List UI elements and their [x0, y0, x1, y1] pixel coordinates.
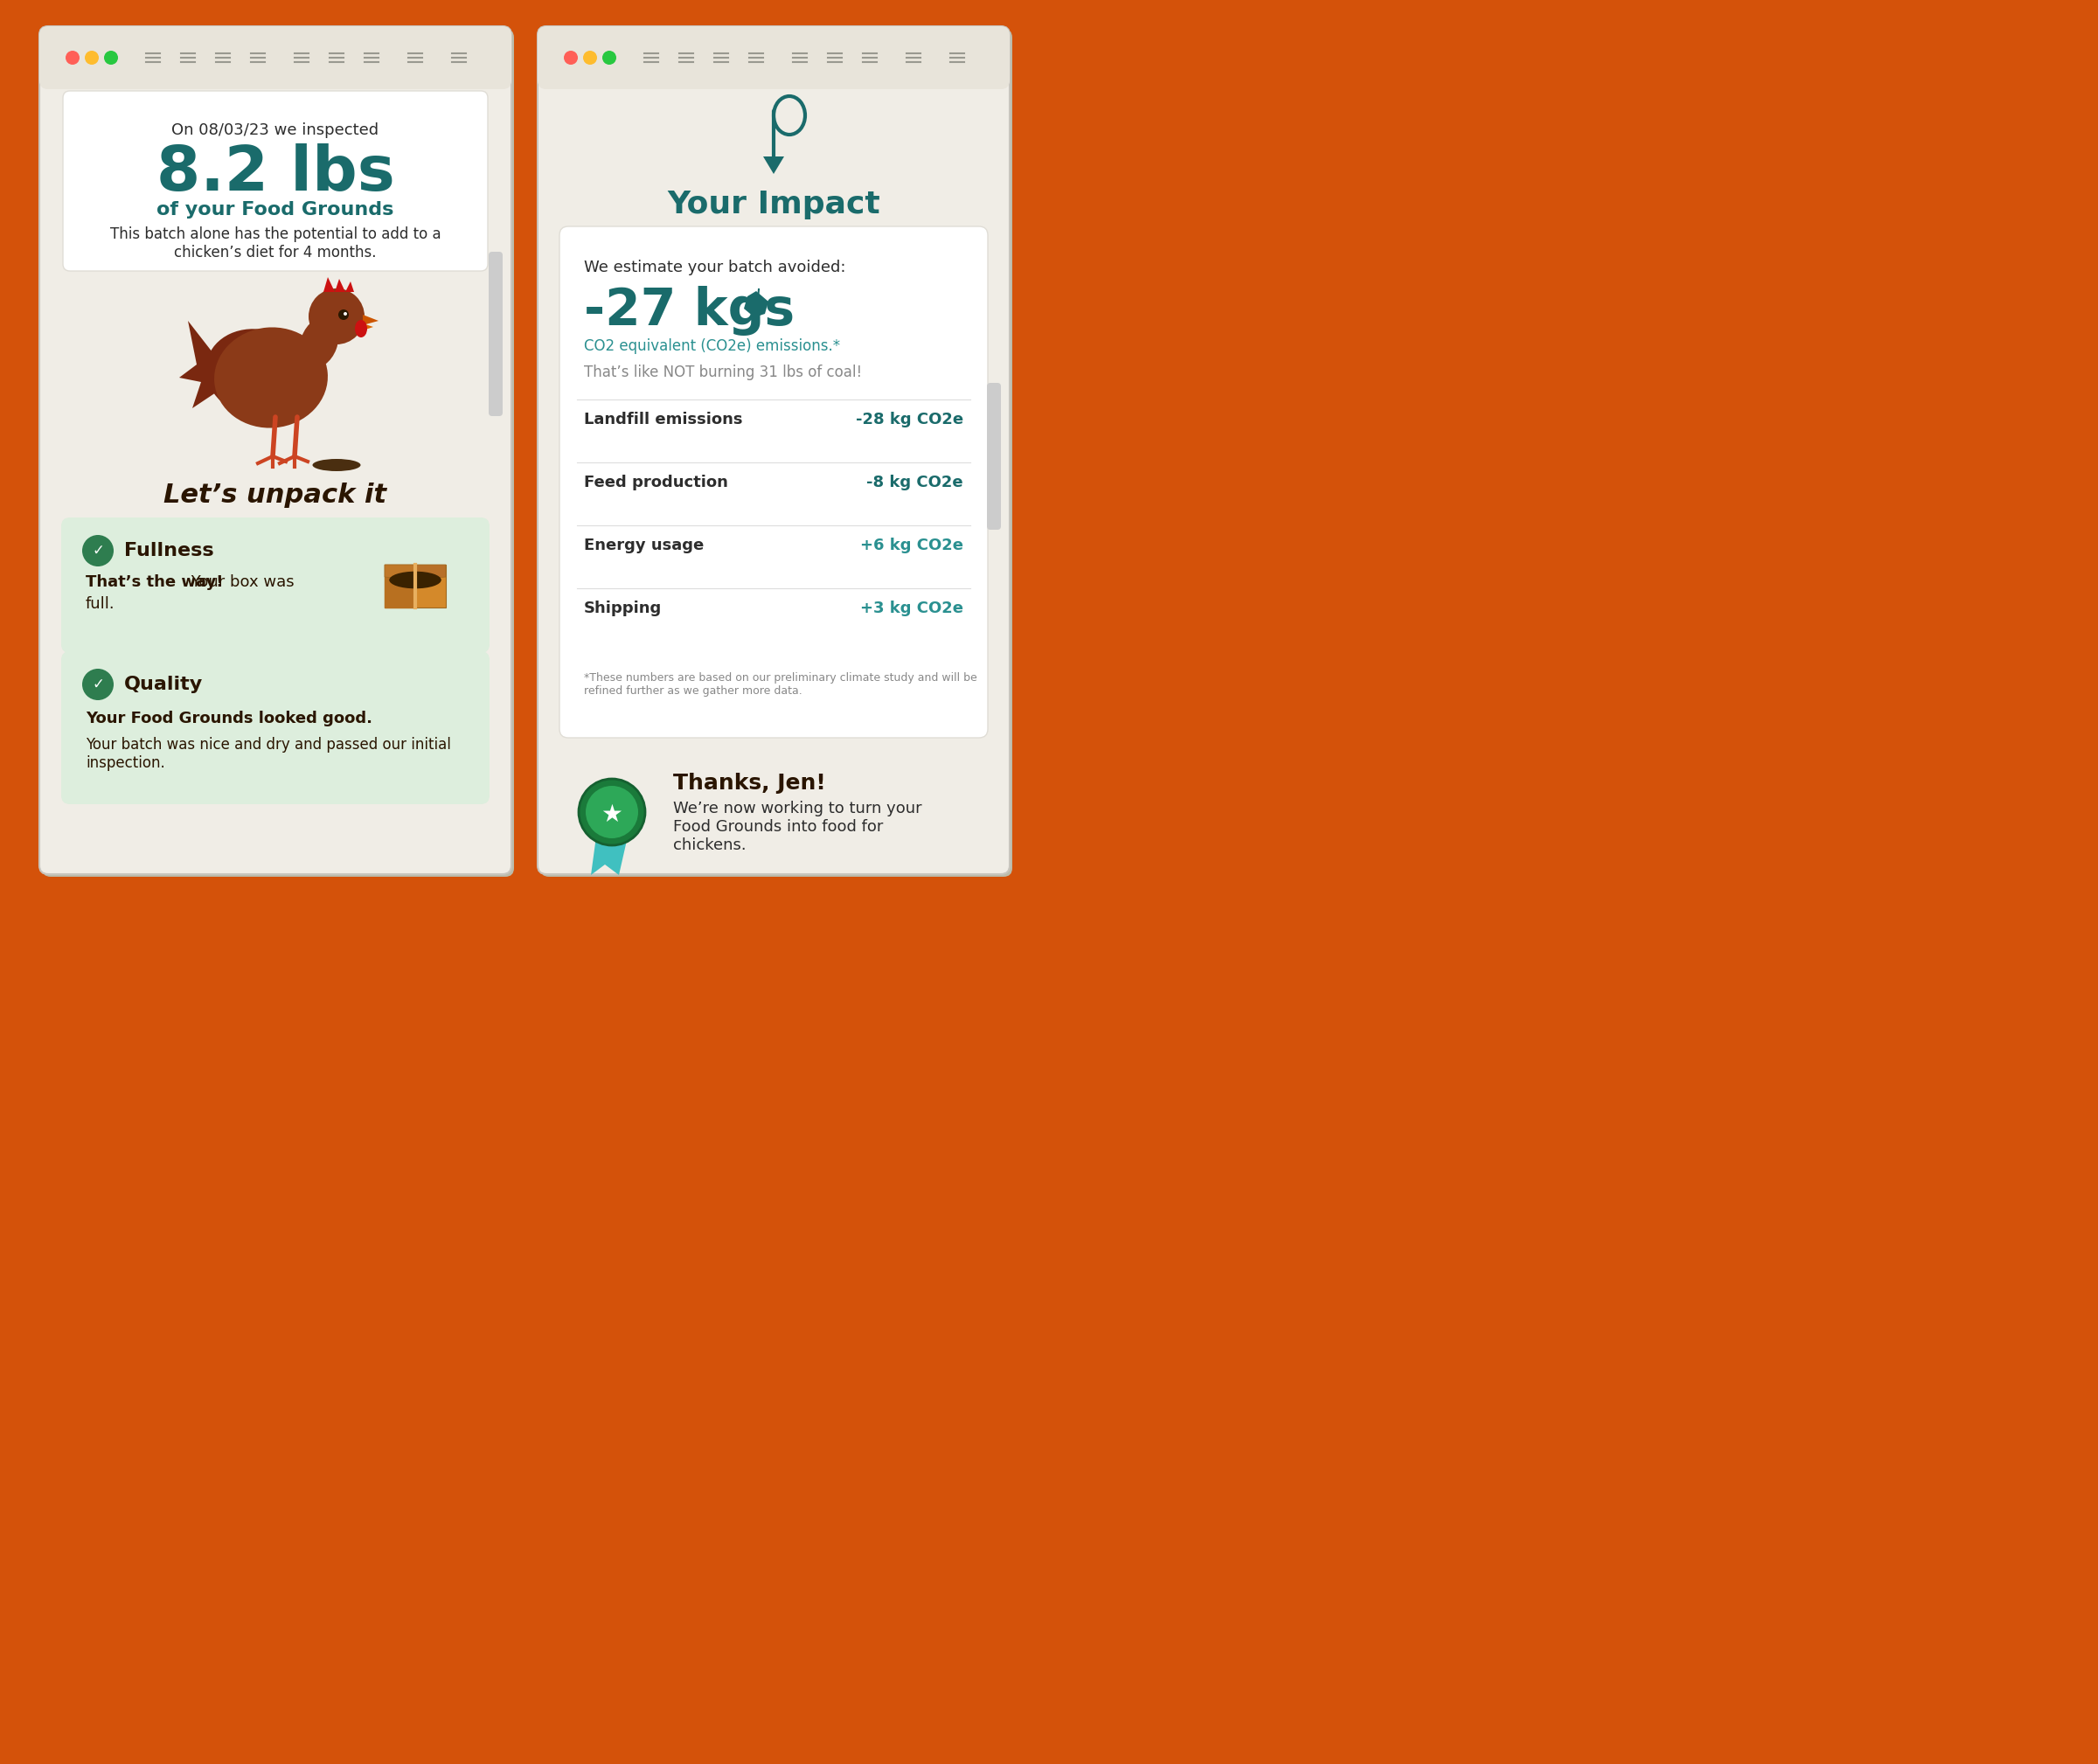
Text: Shipping: Shipping	[583, 600, 663, 616]
Text: That’s like NOT burning 31 lbs of coal!: That’s like NOT burning 31 lbs of coal!	[583, 365, 862, 381]
Text: Your Food Grounds looked good.: Your Food Grounds looked good.	[86, 711, 373, 727]
Text: -8 kg CO2e: -8 kg CO2e	[866, 475, 963, 490]
FancyBboxPatch shape	[42, 28, 514, 877]
FancyBboxPatch shape	[541, 28, 1013, 877]
Text: On 08/03/23 we inspected: On 08/03/23 we inspected	[172, 122, 380, 138]
FancyBboxPatch shape	[61, 517, 489, 653]
Text: full.: full.	[86, 596, 115, 612]
Text: We estimate your batch avoided:: We estimate your batch avoided:	[583, 259, 845, 275]
Text: Feed production: Feed production	[583, 475, 728, 490]
Polygon shape	[384, 564, 415, 580]
Circle shape	[65, 51, 80, 65]
Polygon shape	[745, 291, 768, 318]
Text: Let’s unpack it: Let’s unpack it	[164, 483, 386, 508]
Circle shape	[585, 785, 638, 838]
Text: ✓: ✓	[92, 677, 105, 691]
Ellipse shape	[300, 318, 338, 369]
Circle shape	[338, 309, 348, 319]
FancyBboxPatch shape	[384, 564, 447, 607]
Circle shape	[564, 51, 577, 65]
Text: Quality: Quality	[124, 676, 204, 693]
Circle shape	[105, 51, 117, 65]
Text: Landfill emissions: Landfill emissions	[583, 411, 743, 427]
Text: Energy usage: Energy usage	[583, 538, 705, 554]
Text: ★: ★	[600, 803, 623, 827]
Text: of your Food Grounds: of your Food Grounds	[157, 201, 394, 219]
Polygon shape	[764, 157, 785, 175]
FancyBboxPatch shape	[560, 226, 988, 737]
Text: Your batch was nice and dry and passed our initial
inspection.: Your batch was nice and dry and passed o…	[86, 737, 451, 771]
Text: -27 kgs: -27 kgs	[583, 286, 795, 335]
FancyBboxPatch shape	[40, 26, 512, 875]
Text: Your box was: Your box was	[187, 575, 294, 589]
Circle shape	[344, 312, 346, 316]
Polygon shape	[363, 323, 373, 330]
Circle shape	[82, 669, 113, 700]
Text: Fullness: Fullness	[124, 542, 214, 559]
FancyBboxPatch shape	[40, 26, 512, 90]
Ellipse shape	[206, 328, 311, 418]
Ellipse shape	[313, 459, 361, 471]
Polygon shape	[323, 277, 355, 293]
Text: This batch alone has the potential to add to a
chicken’s diet for 4 months.: This batch alone has the potential to ad…	[109, 226, 441, 261]
FancyBboxPatch shape	[537, 26, 1009, 875]
Polygon shape	[363, 314, 378, 325]
Text: 8.2 lbs: 8.2 lbs	[155, 143, 394, 203]
Circle shape	[583, 51, 598, 65]
Text: +3 kg CO2e: +3 kg CO2e	[860, 600, 963, 616]
Circle shape	[308, 289, 365, 344]
Text: *These numbers are based on our preliminary climate study and will be
refined fu: *These numbers are based on our prelimin…	[583, 672, 978, 697]
Polygon shape	[592, 836, 627, 875]
Text: We’re now working to turn your
Food Grounds into food for
chickens.: We’re now working to turn your Food Grou…	[673, 801, 921, 852]
Circle shape	[84, 51, 99, 65]
FancyBboxPatch shape	[61, 651, 489, 804]
Ellipse shape	[390, 572, 441, 589]
FancyBboxPatch shape	[489, 252, 504, 416]
Text: That’s the way!: That’s the way!	[86, 575, 222, 589]
Circle shape	[602, 51, 617, 65]
Text: CO2 equivalent (CO2e) emissions.*: CO2 equivalent (CO2e) emissions.*	[583, 339, 839, 355]
FancyBboxPatch shape	[537, 26, 1009, 90]
Text: Thanks, Jen!: Thanks, Jen!	[673, 773, 827, 794]
Text: -28 kg CO2e: -28 kg CO2e	[856, 411, 963, 427]
Circle shape	[82, 534, 113, 566]
Text: +6 kg CO2e: +6 kg CO2e	[860, 538, 963, 554]
Text: Your Impact: Your Impact	[667, 191, 881, 219]
Polygon shape	[415, 564, 447, 580]
Ellipse shape	[214, 328, 327, 429]
Text: ✓: ✓	[92, 543, 105, 559]
FancyBboxPatch shape	[986, 383, 1001, 529]
FancyBboxPatch shape	[63, 92, 487, 272]
Polygon shape	[178, 321, 218, 407]
Ellipse shape	[355, 319, 367, 337]
Circle shape	[579, 780, 646, 845]
